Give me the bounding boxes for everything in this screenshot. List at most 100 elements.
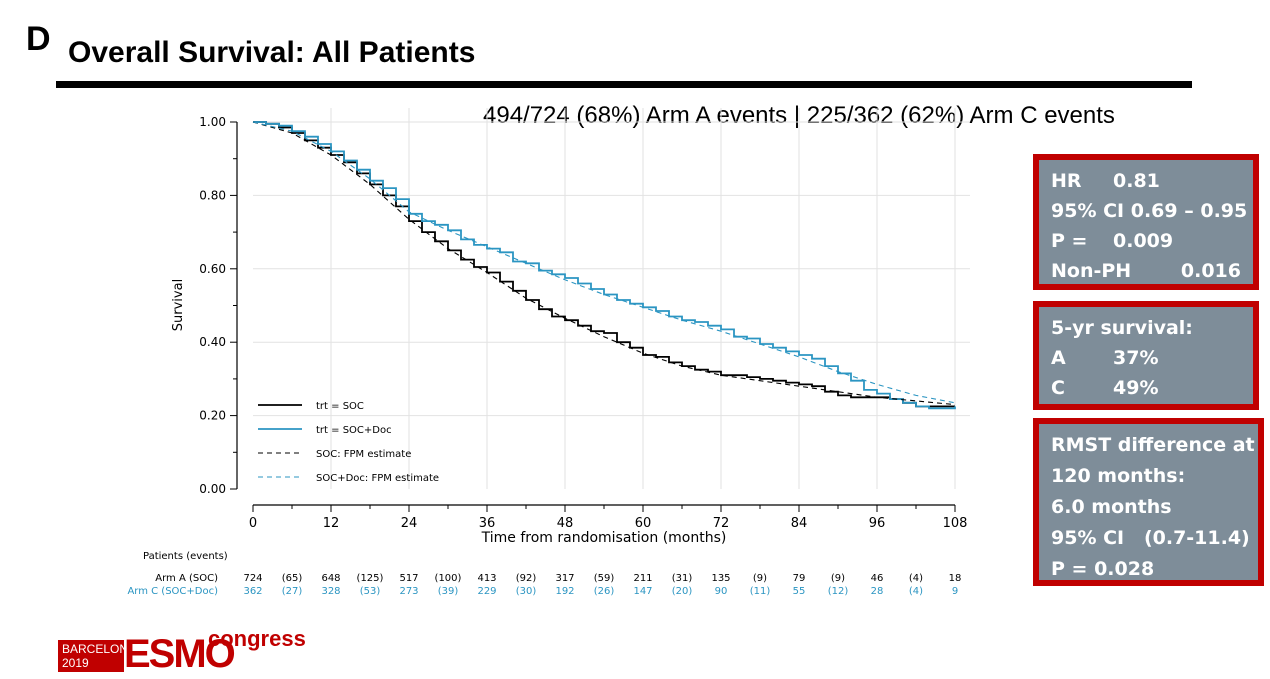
y-tick-label: 0.00 xyxy=(199,482,226,496)
x-tick-label: 48 xyxy=(557,516,574,531)
risk-cell: 55 xyxy=(793,586,806,597)
risk-cell: (12) xyxy=(828,586,849,597)
slide-title: Overall Survival: All Patients xyxy=(68,36,476,69)
nonph-key: Non-PH xyxy=(1051,260,1132,282)
risk-cell: 147 xyxy=(633,586,652,597)
y-tick-label: 0.80 xyxy=(199,188,226,202)
x-tick-label: 36 xyxy=(479,516,496,531)
risk-cell: 28 xyxy=(871,586,884,597)
risk-cell: (100) xyxy=(435,573,462,584)
p-row: P = 0.009 xyxy=(1051,226,1241,256)
logo-city: BARCELONA xyxy=(62,642,137,656)
legend-label: trt = SOC+Doc xyxy=(316,425,392,436)
risk-cell: 273 xyxy=(399,586,418,597)
risk-row-label: Arm C (SOC+Doc) xyxy=(127,586,218,597)
y-axis-label: Survival xyxy=(171,279,186,331)
risk-cell: 90 xyxy=(715,586,728,597)
hr-row: HR 0.81 xyxy=(1051,166,1241,196)
risk-cell: 46 xyxy=(871,573,884,584)
five-year-survival-box: 5-yr survival: A 37% C 49% xyxy=(1033,301,1259,410)
risk-cell: (9) xyxy=(831,573,845,584)
hr-key: HR xyxy=(1051,170,1082,192)
p-value: 0.009 xyxy=(1113,230,1174,252)
x-tick-label: 0 xyxy=(249,516,257,531)
risk-cell: 724 xyxy=(243,573,262,584)
rmst-line: 120 months: xyxy=(1051,465,1186,487)
series-line-doc xyxy=(253,121,956,410)
risk-cell: 9 xyxy=(952,586,958,597)
survival-title: 5-yr survival: xyxy=(1051,317,1193,339)
rmst-line: P = 0.028 xyxy=(1051,558,1155,580)
rmst-box: RMST difference at 120 months: 6.0 month… xyxy=(1033,418,1264,586)
risk-cell: 317 xyxy=(555,573,574,584)
hr-value: 0.81 xyxy=(1113,170,1160,192)
risk-cell: (31) xyxy=(672,573,693,584)
risk-cell: 211 xyxy=(633,573,652,584)
series-line-soc xyxy=(253,121,955,408)
risk-cell: (53) xyxy=(360,586,381,597)
risk-table-header: Patients (events) xyxy=(143,551,228,562)
risk-cell: (4) xyxy=(909,586,923,597)
risk-cell: 79 xyxy=(793,573,806,584)
arm-a-value: 37% xyxy=(1113,347,1159,369)
y-tick-label: 0.60 xyxy=(199,262,226,276)
risk-cell: 517 xyxy=(399,573,418,584)
series-line-soc-fpm xyxy=(252,121,956,406)
ci-key: 95% CI xyxy=(1051,200,1125,222)
risk-row-label: Arm A (SOC) xyxy=(155,573,218,584)
risk-cell: (26) xyxy=(594,586,615,597)
risk-cell: 362 xyxy=(243,586,262,597)
survival-row-a: A 37% xyxy=(1051,343,1241,373)
risk-cell: 413 xyxy=(477,573,496,584)
risk-cell: (27) xyxy=(282,586,303,597)
risk-cell: 229 xyxy=(477,586,496,597)
legend-label: SOC: FPM estimate xyxy=(316,449,411,460)
x-axis-label: Time from randomisation (months) xyxy=(481,530,727,546)
ci-row: 95% CI 0.69 – 0.95 xyxy=(1051,196,1247,226)
logo-year: 2019 xyxy=(62,656,89,670)
risk-cell: (11) xyxy=(750,586,771,597)
x-tick-label: 12 xyxy=(323,516,340,531)
nonph-row: Non-PH 0.016 xyxy=(1051,256,1241,286)
risk-cell: 135 xyxy=(711,573,730,584)
title-rule xyxy=(56,81,1192,88)
logo-brand: ESMO xyxy=(124,632,236,676)
arm-c-value: 49% xyxy=(1113,377,1159,399)
p-key: P = xyxy=(1051,230,1088,252)
risk-cell: 328 xyxy=(321,586,340,597)
x-tick-label: 96 xyxy=(869,516,886,531)
risk-cell: (9) xyxy=(753,573,767,584)
x-tick-label: 24 xyxy=(401,516,418,531)
series-line-doc-fpm xyxy=(252,121,956,404)
risk-cell: (4) xyxy=(909,573,923,584)
hazard-ratio-box: HR 0.81 95% CI 0.69 – 0.95 P = 0.009 Non-P… xyxy=(1033,154,1259,290)
nonph-value: 0.016 xyxy=(1180,260,1241,282)
legend-label: trt = SOC xyxy=(316,401,364,412)
rmst-line: 6.0 months xyxy=(1051,496,1172,518)
arm-c-key: C xyxy=(1051,377,1065,399)
ci-value: 0.69 – 0.95 xyxy=(1130,200,1248,222)
risk-cell: 648 xyxy=(321,573,340,584)
panel-letter: D xyxy=(26,20,51,58)
risk-cell: (92) xyxy=(516,573,537,584)
y-tick-label: 0.20 xyxy=(199,409,226,423)
risk-cell: (20) xyxy=(672,586,693,597)
x-tick-label: 108 xyxy=(943,516,968,531)
legend-label: SOC+Doc: FPM estimate xyxy=(316,473,439,484)
logo-city-block: BARCELONA 2019 xyxy=(58,640,137,672)
risk-cell: (30) xyxy=(516,586,537,597)
rmst-line: RMST difference at xyxy=(1051,434,1255,456)
risk-cell: 18 xyxy=(949,573,962,584)
x-tick-label: 84 xyxy=(791,516,808,531)
risk-cell: (59) xyxy=(594,573,615,584)
logo-suffix: congress xyxy=(208,626,306,651)
arm-a-key: A xyxy=(1051,347,1066,369)
risk-cell: (65) xyxy=(282,573,303,584)
x-tick-label: 72 xyxy=(713,516,730,531)
y-tick-label: 0.40 xyxy=(199,335,226,349)
x-tick-label: 60 xyxy=(635,516,652,531)
y-tick-label: 1.00 xyxy=(199,115,226,129)
rmst-line: 95% CI (0.7-11.4) xyxy=(1051,527,1250,549)
risk-cell: 192 xyxy=(555,586,574,597)
